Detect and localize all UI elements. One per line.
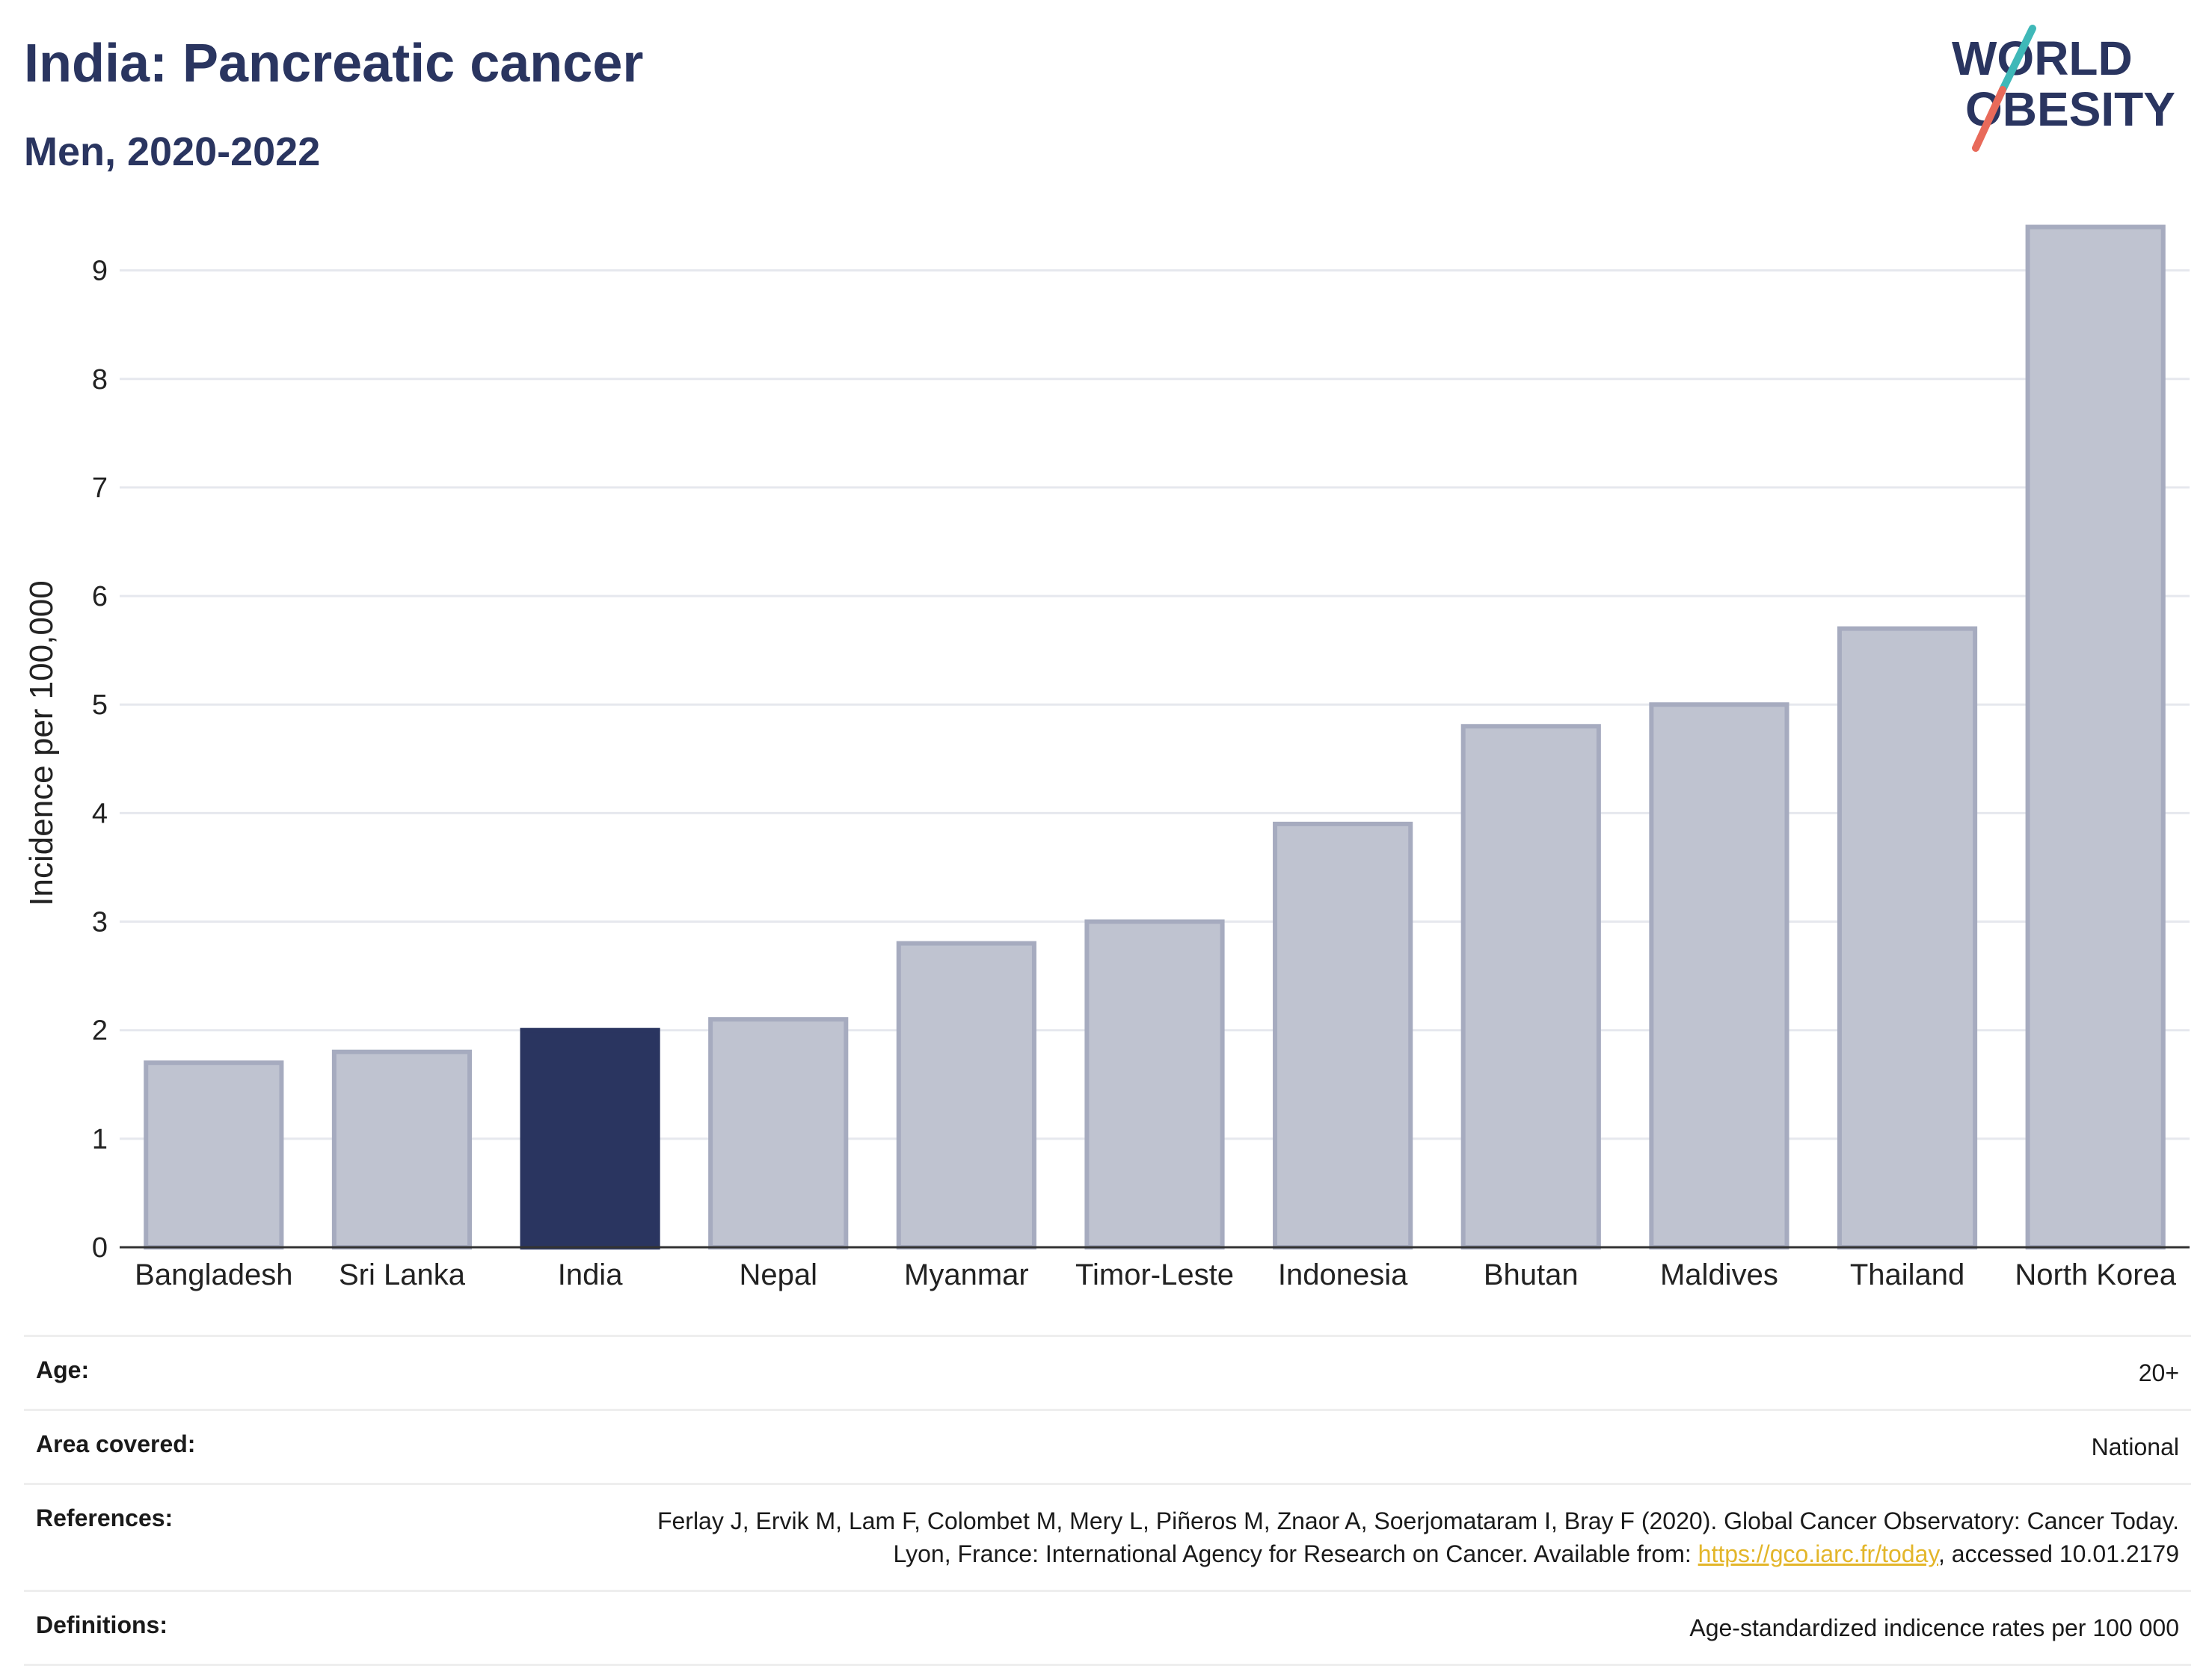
meta-age-value: 20+ [2138,1359,2179,1386]
x-tick-label: North Korea [2015,1258,2176,1291]
y-tick-label: 0 [92,1232,108,1264]
meta-row-area: Area covered: National [24,1409,2191,1483]
meta-age-label: Age: [36,1356,90,1383]
x-tick-label: Myanmar [904,1258,1029,1291]
logo-line1: WORLD [1952,31,2133,85]
bar-indonesia [1273,821,1413,1250]
bar-chart: 0 1 2 3 4 5 6 7 8 9 Bangladesh Sri Lanka India Nepal… [23,224,2190,1291]
y-axis-ticks: 0 1 2 3 4 5 6 7 8 9 [92,256,108,1264]
y-tick-label: 8 [92,364,108,396]
x-axis-ticks: Bangladesh Sri Lanka India Nepal Myanmar Timo… [135,1258,2177,1291]
y-tick-label: 2 [92,1015,108,1047]
y-axis-label: Incidence per 100,000 [23,580,60,906]
x-tick-label: Sri Lanka [339,1258,466,1291]
meta-references-label: References: [36,1504,173,1531]
references-accessed: , accessed 10.01.2179 [1938,1540,2179,1567]
meta-area-value: National [2091,1433,2179,1460]
bar-india [520,1027,660,1250]
meta-references-value: Ferlay J, Ervik M, Lam F, Colombet M, Me… [609,1504,2179,1570]
x-tick-label: Thailand [1850,1258,1964,1291]
bars [144,224,2166,1250]
bar-north-korea [2025,224,2166,1250]
x-tick-label: India [558,1258,623,1291]
y-tick-label: 4 [92,798,108,829]
y-tick-label: 3 [92,907,108,938]
metadata-table: Age: 20+ Area covered: National Referenc… [24,1335,2191,1666]
bar-myanmar [896,941,1036,1250]
bar-nepal [708,1017,849,1250]
x-tick-label: Timor-Leste [1075,1258,1234,1291]
bar-sri-lanka [331,1049,473,1250]
chart-subtitle: Men, 2020-2022 [24,129,321,174]
x-tick-label: Nepal [739,1258,817,1291]
world-obesity-logo: WORLD OBESITY [1952,25,2175,152]
y-tick-label: 6 [92,581,108,612]
x-tick-label: Bangladesh [135,1258,292,1291]
bar-timor-leste [1084,919,1225,1250]
y-tick-label: 7 [92,473,108,504]
meta-row-age: Age: 20+ [24,1335,2191,1409]
bar-maldives [1649,702,1789,1250]
references-link[interactable]: https://gco.iarc.fr/today [1698,1540,1938,1567]
bar-thailand [1837,626,1978,1250]
logo-slash-bottom [1972,86,2006,152]
y-tick-label: 5 [92,689,108,721]
x-tick-label: Bhutan [1484,1258,1579,1291]
meta-row-references: References: Ferlay J, Ervik M, Lam F, Co… [24,1483,2191,1590]
logo-slash-top [1999,25,2036,93]
meta-definitions-value: Age-standardized indicence rates per 100… [1689,1614,2179,1641]
bar-bhutan [1460,724,1601,1250]
x-tick-label: Maldives [1660,1258,1778,1291]
y-tick-label: 1 [92,1124,108,1155]
y-tick-label: 9 [92,256,108,287]
x-tick-label: Indonesia [1278,1258,1408,1291]
meta-definitions-label: Definitions: [36,1611,168,1638]
chart-title: India: Pancreatic cancer [24,34,644,93]
meta-area-label: Area covered: [36,1430,196,1457]
references-text: Ferlay J, Ervik M, Lam F, Colombet M, Me… [657,1507,2179,1567]
bar-bangladesh [144,1060,284,1250]
